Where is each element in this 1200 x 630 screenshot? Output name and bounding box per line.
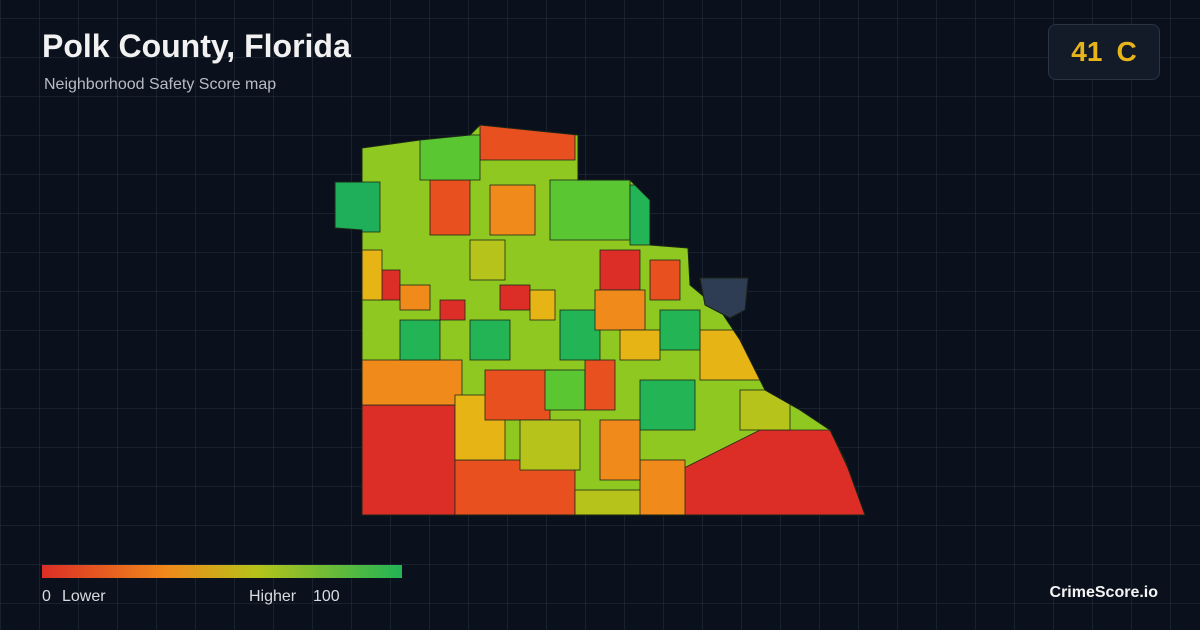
- county-outline: [334, 124, 866, 516]
- score-value: 41: [1071, 36, 1103, 67]
- title: Polk County, Florida: [42, 28, 351, 64]
- no-data-area: [699, 277, 749, 319]
- legend-max-label: Higher: [249, 588, 297, 605]
- legend-min-label: Lower: [62, 588, 106, 605]
- legend-min: 0: [42, 588, 51, 605]
- subtitle: Neighborhood Safety Score map: [44, 76, 277, 93]
- legend-max: 100: [313, 588, 340, 605]
- score-grade: C: [1116, 36, 1137, 67]
- legend-gradient: [42, 565, 402, 578]
- brand: CrimeScore.io: [1049, 584, 1158, 601]
- score-badge: 41 C: [1048, 24, 1160, 80]
